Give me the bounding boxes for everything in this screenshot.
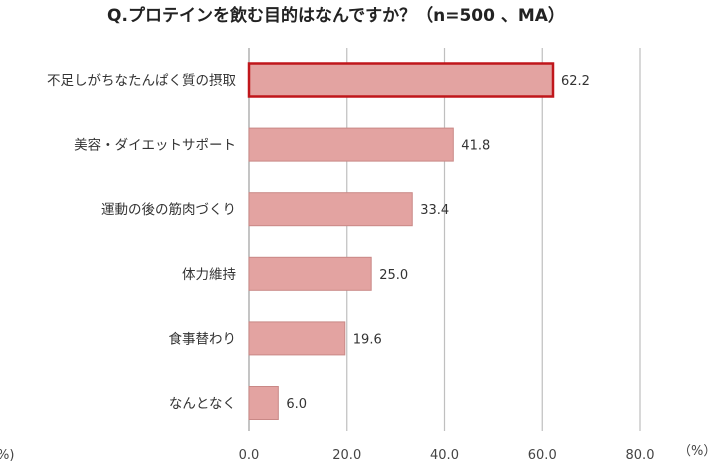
data-label: 6.0 [286, 397, 307, 412]
category-label: 美容・ダイエットサポート [74, 137, 236, 154]
bar [248, 192, 413, 227]
bar [247, 62, 555, 98]
category-label: 不足しがちなたんぱく質の摂取 [47, 73, 236, 89]
x-tick-label: 0.0 [239, 448, 260, 463]
x-tick-label: 80.0 [626, 448, 655, 463]
x-tick-label: 20.0 [332, 448, 361, 463]
category-label: なんとなく [169, 396, 236, 412]
bar [248, 256, 372, 291]
data-label: 19.6 [353, 332, 382, 347]
bar [248, 127, 454, 162]
x-tick-label: 40.0 [430, 448, 459, 463]
data-label: 41.8 [461, 139, 490, 154]
category-label: 食事替わり [169, 330, 237, 347]
category-label: 体力維持 [182, 267, 236, 283]
category-label: 運動の後の筋肉づくり [101, 201, 236, 218]
data-label: 33.4 [420, 203, 449, 218]
data-label: 62.2 [561, 74, 590, 89]
data-label: 25.0 [379, 268, 408, 283]
bar [248, 321, 346, 356]
left-edge-label: %) [0, 448, 14, 463]
gridlines [248, 48, 641, 431]
bars: 不足しがちなたんぱく質の摂取 62.2 美容・ダイエットサポート 41.8 運動の後の筋… [47, 62, 590, 420]
chart-title: Q.プロテインを飲む目的はなんですか？（n=500 、MA） [107, 5, 565, 26]
bar [248, 386, 279, 420]
unit-label: （%） [678, 444, 710, 459]
x-tick-label: 60.0 [528, 448, 557, 463]
x-axis-ticks: 0.0 20.0 40.0 60.0 80.0 [239, 448, 655, 463]
